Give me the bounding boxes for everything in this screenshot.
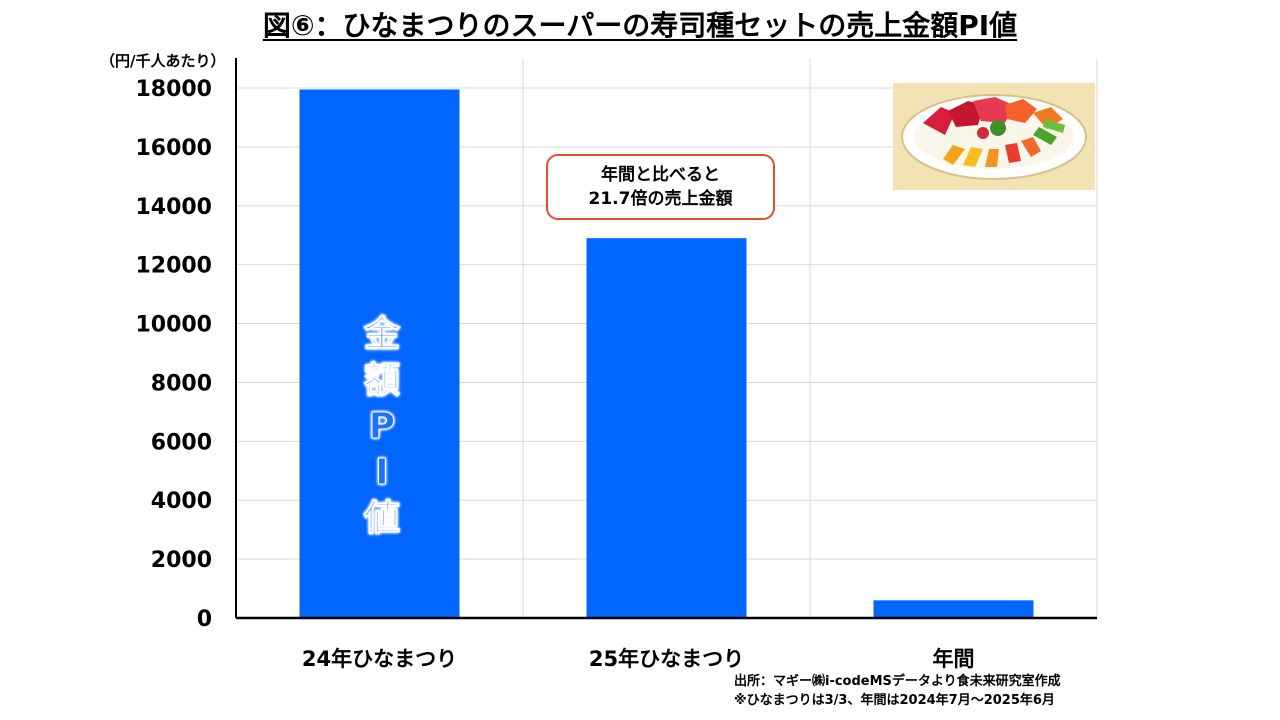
comparison-callout: 年間と比べると 21.7倍の売上金額	[546, 154, 775, 220]
y-tick-label: 8000	[151, 371, 212, 396]
y-tick-label: 2000	[151, 548, 212, 573]
y-tick-label: 4000	[151, 489, 212, 514]
vertical-label-char: I	[375, 452, 389, 494]
source-line-2: ※ひなまつりは3/3、年間は2024年7月～2025年6月	[734, 693, 1055, 708]
y-tick-label: 12000	[135, 254, 212, 279]
axis-labels: 0 2000 4000 6000 8000 10000 12000 14000 16000 180…	[135, 77, 974, 671]
y-tick-label: 18000	[135, 77, 212, 102]
source-note: 出所：マギー㈱i-codeMSデータより食未来研究室作成 ※ひなまつりは3/3、…	[734, 672, 1061, 710]
bars	[299, 89, 1034, 618]
y-tick-label: 16000	[135, 136, 212, 161]
bar-vertical-label: 金 額 P I 値	[352, 312, 412, 542]
vertical-label-char: 金	[363, 314, 400, 356]
bar	[873, 600, 1034, 618]
source-line-1: 出所：マギー㈱i-codeMSデータより食未来研究室作成	[734, 674, 1061, 689]
y-tick-label: 14000	[135, 195, 212, 220]
vertical-label-char: 額	[363, 360, 400, 402]
y-tick-label: 10000	[135, 313, 212, 338]
vertical-label-char: 値	[363, 498, 400, 540]
x-category-label: 25年ひなまつり	[589, 647, 744, 671]
chart-title: 図⑥：ひなまつりのスーパーの寿司種セットの売上金額PI値	[262, 9, 1018, 42]
callout-line-1: 年間と比べると	[601, 165, 720, 185]
y-tick-label: 6000	[151, 430, 212, 455]
x-category-label: 年間	[933, 647, 975, 671]
bar	[299, 89, 460, 618]
axes	[235, 58, 1097, 620]
callout-line-2: 21.7倍の売上金額	[588, 189, 733, 209]
vertical-label-char: P	[368, 406, 396, 448]
sushi-platter-icon	[893, 83, 1095, 190]
y-axis-unit-label: （円/千人あたり）	[100, 52, 226, 70]
bar	[586, 238, 747, 618]
y-tick-label: 0	[197, 607, 212, 632]
x-category-label: 24年ひなまつり	[302, 647, 457, 671]
